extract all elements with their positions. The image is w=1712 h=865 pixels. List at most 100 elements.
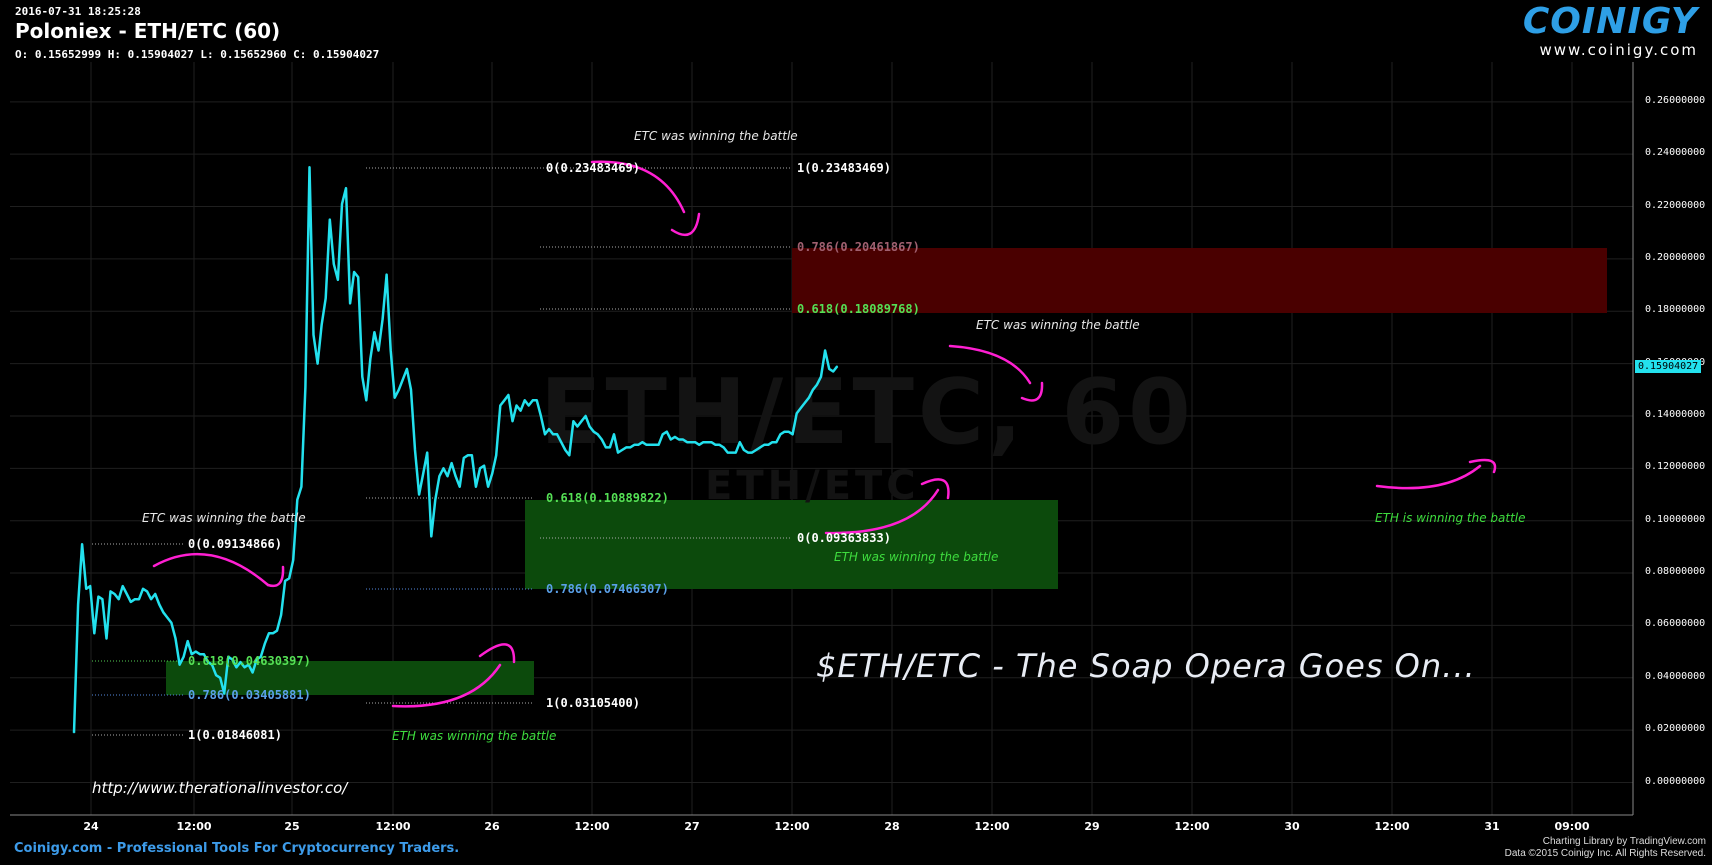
x-tick-label: 09:00 [1554, 820, 1590, 833]
price-point [304, 386, 306, 388]
price-point [796, 412, 798, 414]
price-point [105, 637, 108, 640]
y-tick-label: 0.06000000 [1645, 618, 1706, 630]
x-tick-label: 12:00 [375, 820, 411, 833]
y-tick-label: 0.00000000 [1645, 775, 1706, 787]
price-point [763, 444, 765, 446]
price-point [580, 420, 583, 422]
source-url-note: http://www.therationalinvestor.co/ [92, 779, 348, 797]
fib-level-label: 1(0.01846081) [188, 728, 282, 742]
price-point [491, 473, 493, 475]
price-point [731, 452, 733, 454]
price-point [118, 598, 120, 600]
price-point [459, 486, 461, 488]
current-price-tag: 0.15904027 [1635, 360, 1702, 373]
price-point [73, 732, 75, 734]
price-point [187, 640, 189, 642]
price-point [463, 457, 465, 459]
price-series-line [72, 166, 839, 733]
fib-zone-red [792, 248, 1607, 313]
price-point [698, 444, 700, 446]
price-point [479, 467, 481, 469]
price-point [832, 370, 834, 373]
price-point [487, 486, 489, 488]
price-point [475, 486, 477, 488]
price-point [312, 334, 315, 336]
price-point [361, 376, 363, 378]
x-tick-label: 27 [684, 820, 700, 833]
price-point [816, 384, 818, 386]
price-point [706, 441, 709, 443]
price-point [625, 446, 627, 448]
price-point [341, 203, 343, 205]
x-tick-label: 12:00 [774, 820, 810, 833]
price-point [353, 271, 355, 273]
price-point [365, 399, 367, 401]
price-point [714, 444, 717, 446]
price-point [654, 444, 656, 446]
price-point [402, 378, 404, 380]
price-point [605, 446, 607, 448]
coinigy-logo[interactable]: COINIGY www.coinigy.com [1523, 3, 1698, 60]
price-point [528, 404, 530, 407]
price-point [601, 438, 603, 441]
y-tick-label: 0.18000000 [1645, 304, 1706, 316]
price-point [170, 622, 172, 624]
price-point [824, 349, 826, 352]
footer-credit-line-1: Charting Library by TradingView.com [1542, 836, 1706, 847]
price-point [471, 454, 473, 456]
battle-annotation: ETH is winning the battle [1375, 511, 1526, 525]
fib-level-label: 0.786(0.20461867) [797, 240, 920, 254]
price-point [544, 433, 546, 435]
price-point [207, 661, 209, 663]
price-point [767, 444, 769, 446]
price-point [386, 274, 388, 276]
price-point [702, 441, 704, 443]
price-point [215, 674, 217, 676]
price-point [568, 454, 570, 456]
battle-annotation: ETC was winning the battle [976, 318, 1140, 332]
footer-tagline[interactable]: Coinigy.com - Professional Tools For Cry… [14, 841, 460, 856]
price-point [406, 368, 408, 370]
footer-credit-line-2: Data ©2015 Coinigy Inc. All Rights Reser… [1504, 848, 1706, 859]
price-point [593, 431, 595, 433]
x-tick-label: 24 [83, 820, 99, 833]
price-point [126, 593, 128, 595]
price-point [536, 399, 538, 401]
x-tick-label: 12:00 [176, 820, 212, 833]
price-point [686, 441, 688, 443]
price-point [252, 671, 254, 674]
price-point [520, 410, 522, 412]
watermark-sub: ETH/ETC [705, 463, 920, 509]
y-tick-label: 0.10000000 [1645, 513, 1706, 525]
price-point [329, 219, 331, 221]
price-point [662, 433, 664, 435]
fib-zones [166, 248, 1607, 695]
price-point [775, 441, 778, 443]
price-point [442, 467, 445, 469]
price-point [658, 444, 660, 446]
price-point [455, 475, 457, 477]
price-point [556, 433, 558, 435]
price-point [280, 614, 282, 616]
price-point [613, 433, 615, 435]
price-point [264, 643, 266, 645]
price-point [134, 598, 136, 600]
price-point [333, 263, 335, 265]
annotation-arc [824, 488, 940, 535]
price-point [515, 404, 518, 407]
price-point [511, 420, 514, 422]
price-point [674, 436, 676, 438]
x-tick-label: 30 [1284, 820, 1300, 833]
price-point [438, 475, 440, 477]
price-point [808, 397, 810, 399]
annotation-arc [590, 160, 686, 214]
x-tick-label: 25 [284, 820, 300, 833]
price-point [483, 465, 485, 467]
overlay-headline: $ETH/ETC - The Soap Opera Goes On... [816, 647, 1476, 685]
price-point [199, 653, 201, 655]
price-point [524, 399, 526, 401]
price-point [694, 441, 696, 443]
